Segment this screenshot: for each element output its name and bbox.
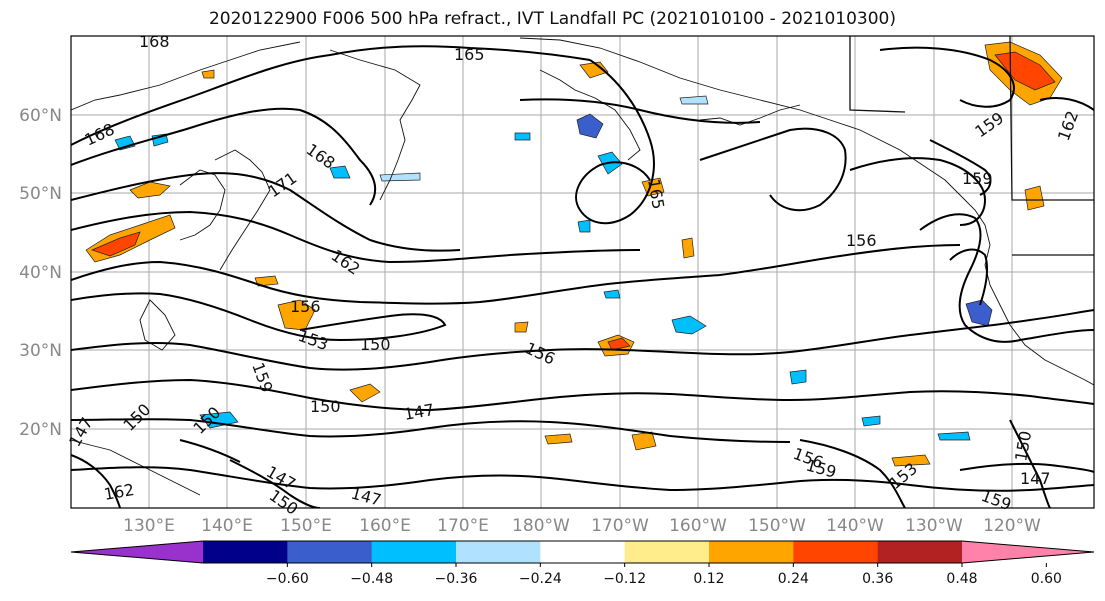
longitude-labels: 130°E 140°E 150°E 160°E 170°E 180°W 170°… <box>123 516 1041 536</box>
colorbar-tick-label: −0.48 <box>350 571 393 587</box>
borders <box>849 36 1094 256</box>
lon-label: 130°E <box>123 516 175 536</box>
colorbar-segment <box>793 541 879 563</box>
colorbar-segment <box>624 541 710 563</box>
colorbar-segment <box>456 541 541 563</box>
lon-label: 170°W <box>591 516 649 536</box>
map-frame <box>70 35 1095 509</box>
colorbar-tick-label: 0.60 <box>1031 571 1062 587</box>
lon-label: 140°W <box>826 516 884 536</box>
colorbar-tick-label: −0.36 <box>435 571 478 587</box>
colorbar-segments <box>70 540 1095 564</box>
colorbar-tick-label: 0.24 <box>778 571 809 587</box>
contour-label: 159 <box>962 169 993 188</box>
lon-label: 140°E <box>201 516 253 536</box>
colorbar-extend-low <box>71 541 203 563</box>
contour-label: 150 <box>310 397 341 416</box>
latitude-labels: 60°N 50°N 40°N 30°N 20°N <box>19 106 62 440</box>
lon-label: 160°W <box>669 516 727 536</box>
colorbar-extend-high <box>962 541 1094 563</box>
map-title: 2020122900 F006 500 hPa refract., IVT La… <box>208 9 896 29</box>
colorbar-tick-label: 0.12 <box>693 571 724 587</box>
contour-label: 150 <box>360 335 391 354</box>
lon-label: 160°E <box>359 516 411 536</box>
refractivity-contours <box>71 45 1094 508</box>
lat-label: 60°N <box>19 106 62 126</box>
colorbar-segment <box>371 541 457 563</box>
contour-label: 156 <box>846 231 877 250</box>
contour-label: 165 <box>454 45 485 64</box>
lon-label: 120°W <box>983 516 1041 536</box>
colorbar-tick-label: −0.24 <box>519 571 562 587</box>
contour-label: 147 <box>1020 469 1051 488</box>
contour-label: 168 <box>139 32 170 51</box>
lat-label: 50°N <box>19 184 62 204</box>
colorbar-tick-label: −0.12 <box>603 571 646 587</box>
lon-label: 130°W <box>905 516 963 536</box>
lat-label: 20°N <box>19 420 62 440</box>
colorbar-outline <box>70 540 1095 564</box>
colorbar-segment <box>709 541 794 563</box>
colorbar-tick-label: 0.48 <box>946 571 977 587</box>
lon-label: 150°E <box>280 516 332 536</box>
gridlines <box>71 36 1094 508</box>
colorbar-segment <box>877 541 963 563</box>
colorbar-segment <box>287 541 373 563</box>
lat-label: 30°N <box>19 341 62 361</box>
colorbar: −0.60 −0.48 −0.36 −0.24 −0.12 0.12 0.24 0.36 0.4… <box>70 540 1095 587</box>
colorbar-tick-label: 0.36 <box>862 571 893 587</box>
colorbar-segment <box>540 541 626 563</box>
colorbar-ticks: −0.60 −0.48 −0.36 −0.24 −0.12 0.12 0.24 0.36 0.4… <box>266 563 1062 587</box>
lon-label: 170°E <box>437 516 489 536</box>
lon-label: 180°W <box>512 516 570 536</box>
lon-label: 150°W <box>748 516 806 536</box>
contour-label: 156 <box>290 297 321 316</box>
colorbar-tick-label: −0.60 <box>266 571 309 587</box>
colorbar-segment <box>203 541 288 563</box>
lat-label: 40°N <box>19 263 62 283</box>
